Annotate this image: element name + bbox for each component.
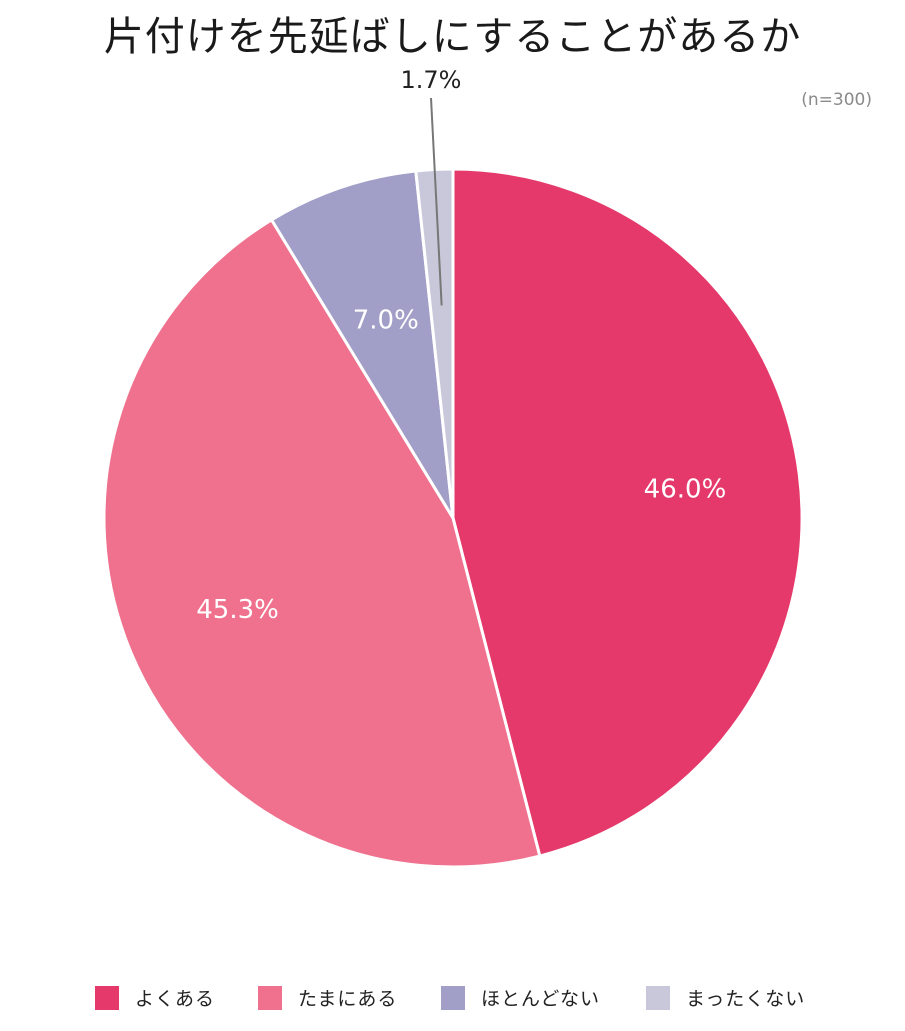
legend-item: ほとんどない [441,984,600,1011]
legend-item: よくある [95,984,215,1011]
legend-label: たまにある [298,988,398,1010]
pie-slice [451,167,804,858]
slice-value-label: 1.7% [401,66,462,94]
sample-size-note: (n=300) [801,90,872,110]
legend-item: たまにある [258,984,397,1011]
legend-label: ほとんどない [481,988,601,1010]
legend-label: よくある [135,988,216,1010]
legend: よくある たまにある ほとんどない まったくない [0,984,905,1012]
legend-swatch [95,985,119,1010]
pie-slice [102,217,542,869]
legend-label: まったくない [686,988,806,1010]
legend-swatch [258,985,282,1010]
slice-value-label: 45.3% [196,595,279,625]
slice-value-label: 46.0% [644,475,727,505]
legend-swatch [646,985,670,1010]
slice-value-label: 7.0% [353,306,419,336]
leader-line [430,97,443,306]
pie-slice [269,169,455,519]
legend-item: まったくない [646,984,805,1011]
pie-chart: 46.0% 45.3% 7.0% 1.7% [102,66,804,869]
chart-title: 片付けを先延ばしにすることがあるか [103,14,802,60]
legend-swatch [441,985,465,1010]
